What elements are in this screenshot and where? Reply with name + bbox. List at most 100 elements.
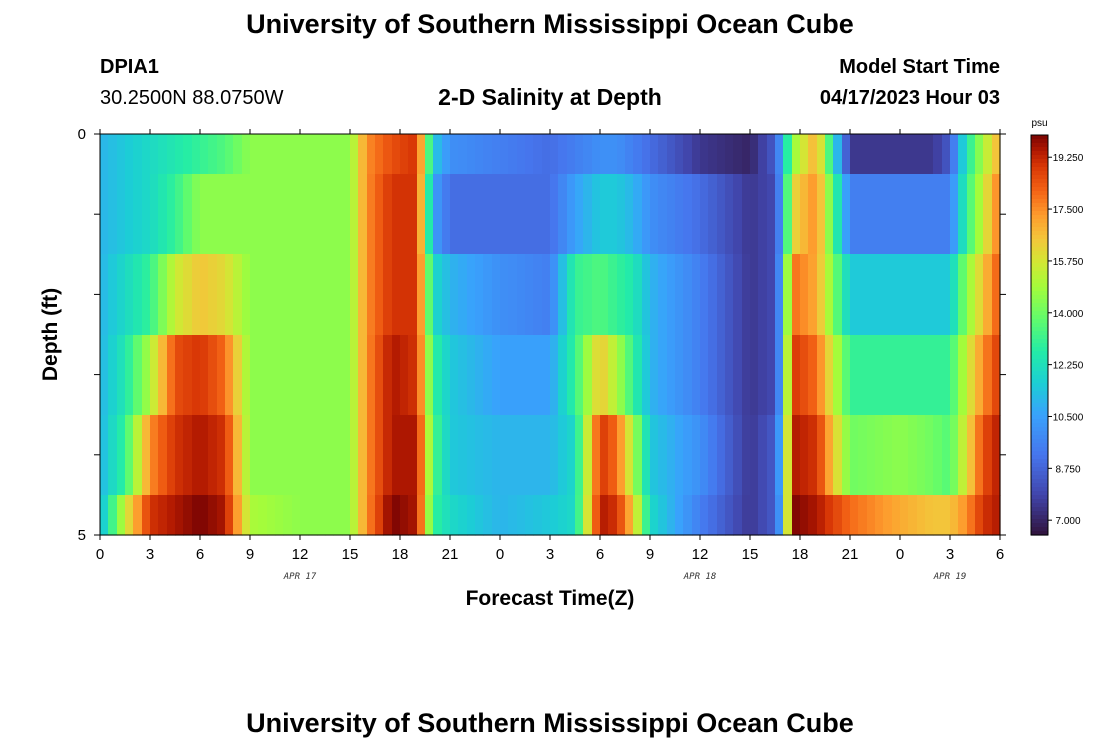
heatmap-cell bbox=[892, 134, 901, 175]
x-axis-label: Forecast Time(Z) bbox=[466, 587, 635, 610]
heatmap-cell bbox=[742, 495, 751, 536]
colorbar-swatch bbox=[1031, 319, 1048, 324]
heatmap-cell bbox=[492, 335, 501, 416]
heatmap-cell bbox=[500, 415, 509, 496]
heatmap-cell bbox=[475, 335, 484, 416]
colorbar-swatch bbox=[1031, 307, 1048, 312]
colorbar-swatch bbox=[1031, 419, 1048, 424]
heatmap-cell bbox=[800, 254, 809, 336]
heatmap-cell bbox=[633, 495, 643, 536]
heatmap-cell bbox=[533, 415, 543, 496]
heatmap-cell bbox=[100, 335, 109, 416]
heatmap-cell bbox=[900, 495, 909, 536]
heatmap-cell bbox=[325, 495, 334, 536]
heatmap-cell bbox=[333, 134, 343, 175]
heatmap-cell bbox=[383, 335, 393, 416]
heatmap-cell bbox=[883, 134, 893, 175]
heatmap-cell bbox=[208, 495, 218, 536]
colorbar-tick-label: 14.000 bbox=[1053, 309, 1084, 320]
heatmap-cell bbox=[325, 415, 334, 496]
heatmap-cell bbox=[167, 415, 176, 496]
heatmap-cell bbox=[825, 495, 834, 536]
heatmap-cell bbox=[517, 254, 526, 336]
heatmap-cell bbox=[592, 335, 601, 416]
heatmap-cell bbox=[367, 254, 376, 336]
heatmap-cell bbox=[733, 335, 743, 416]
page-title: University of Southern Mississippi Ocean… bbox=[246, 9, 854, 39]
heatmap-cell bbox=[775, 134, 784, 175]
heatmap-cell bbox=[250, 134, 259, 175]
heatmap-cell bbox=[433, 254, 443, 336]
heatmap-cell bbox=[150, 134, 159, 175]
heatmap-cell bbox=[433, 415, 443, 496]
heatmap-cell bbox=[475, 254, 484, 336]
heatmap-cell bbox=[417, 415, 426, 496]
heatmap-cell bbox=[558, 335, 568, 416]
heatmap-cell bbox=[800, 174, 809, 255]
heatmap-cell bbox=[542, 495, 551, 536]
heatmap-cell bbox=[967, 254, 976, 336]
heatmap-cell bbox=[233, 174, 243, 255]
heatmap-cell bbox=[300, 134, 309, 175]
heatmap-cell bbox=[267, 495, 276, 536]
heatmap-cell bbox=[392, 495, 401, 536]
heatmap-cell bbox=[867, 335, 876, 416]
heatmap-cell bbox=[833, 134, 843, 175]
heatmap-cell bbox=[808, 254, 818, 336]
footer-title: University of Southern Mississippi Ocean… bbox=[246, 708, 854, 738]
heatmap-cell bbox=[883, 335, 893, 416]
heatmap-cell bbox=[383, 174, 393, 255]
heatmap-cell bbox=[733, 495, 743, 536]
heatmap-cell bbox=[775, 495, 784, 536]
heatmap-cell bbox=[458, 254, 468, 336]
heatmap-cell bbox=[367, 495, 376, 536]
x-tick-label: 6 bbox=[596, 546, 604, 563]
heatmap-cell bbox=[258, 174, 268, 255]
heatmap-cell bbox=[450, 134, 459, 175]
heatmap-cell bbox=[425, 495, 434, 536]
heatmap-cell bbox=[983, 335, 993, 416]
heatmap-cell bbox=[975, 254, 984, 336]
heatmap-cell bbox=[700, 134, 709, 175]
heatmap-cell bbox=[908, 254, 918, 336]
heatmap-cell bbox=[100, 254, 109, 336]
colorbar-swatch bbox=[1031, 303, 1048, 308]
heatmap-cell bbox=[375, 174, 384, 255]
heatmap-cell bbox=[900, 415, 909, 496]
heatmap-cell bbox=[142, 174, 151, 255]
heatmap-cell bbox=[717, 495, 726, 536]
heatmap-cell bbox=[917, 335, 926, 416]
heatmap-cell bbox=[633, 335, 643, 416]
heatmap-cell bbox=[767, 335, 776, 416]
heatmap-cell bbox=[275, 254, 284, 336]
heatmap-cell bbox=[550, 254, 559, 336]
heatmap-cell bbox=[242, 134, 251, 175]
colorbar-swatch bbox=[1031, 203, 1048, 208]
heatmap-cell bbox=[767, 174, 776, 255]
heatmap-cell bbox=[775, 415, 784, 496]
colorbar-swatch bbox=[1031, 439, 1048, 444]
heatmap-cell bbox=[633, 415, 643, 496]
heatmap-cell bbox=[167, 174, 176, 255]
colorbar-swatch bbox=[1031, 515, 1048, 520]
heatmap-cell bbox=[683, 495, 693, 536]
heatmap-cell bbox=[342, 495, 351, 536]
heatmap-cell bbox=[325, 174, 334, 255]
heatmap-cell bbox=[433, 134, 443, 175]
heatmap-cell bbox=[317, 134, 326, 175]
heatmap-cell bbox=[933, 335, 943, 416]
heatmap-cell bbox=[150, 174, 159, 255]
heatmap-cell bbox=[333, 254, 343, 336]
heatmap-cell bbox=[750, 254, 759, 336]
colorbar-swatch bbox=[1031, 143, 1048, 148]
colorbar-swatch bbox=[1031, 491, 1048, 496]
heatmap-cell bbox=[225, 495, 234, 536]
heatmap-cell bbox=[875, 254, 884, 336]
heatmap-cell bbox=[783, 134, 793, 175]
heatmap-cell bbox=[200, 415, 209, 496]
heatmap-cell bbox=[292, 335, 301, 416]
heatmap-cell bbox=[183, 254, 193, 336]
heatmap-cell bbox=[358, 174, 368, 255]
colorbar-swatch bbox=[1031, 191, 1048, 196]
heatmap-cell bbox=[550, 495, 559, 536]
